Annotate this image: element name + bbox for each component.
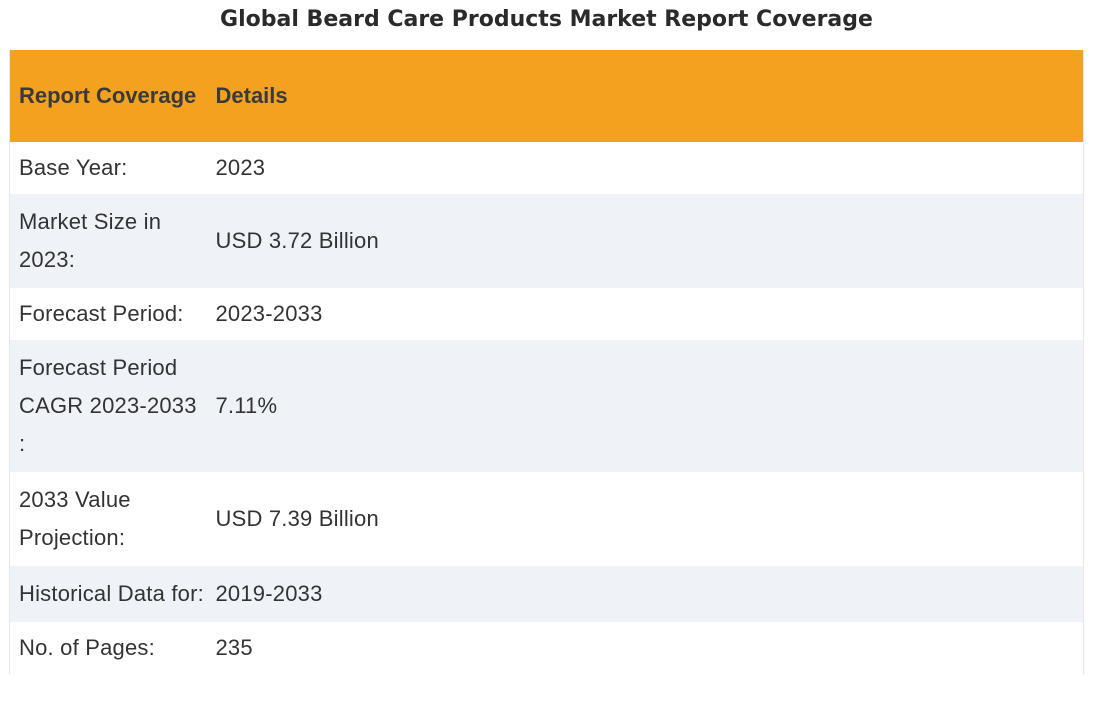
header-report-coverage: Report Coverage [19, 83, 197, 108]
table-row: Forecast Period CAGR 2023-2033 : 7.11% [9, 340, 1084, 472]
table-row: Market Size in 2023: USD 3.72 Billion [9, 194, 1084, 288]
table-row: Base Year: 2023 [9, 142, 1084, 194]
row-value: USD 3.72 Billion [215, 228, 379, 253]
table-row: 2033 Value Projection: USD 7.39 Billion [9, 472, 1084, 566]
row-value: 2023-2033 [215, 301, 323, 326]
row-label: Forecast Period: [19, 301, 184, 326]
row-value: 7.11% [215, 393, 278, 418]
row-value: 235 [215, 635, 253, 660]
row-label: 2033 Value Projection: [19, 487, 131, 550]
table-row: No. of Pages: 235 [9, 622, 1084, 674]
report-coverage-table: Report Coverage Details Base Year: 2023 … [9, 50, 1084, 674]
row-label: Historical Data for: [19, 581, 204, 606]
row-value: 2019-2033 [215, 581, 323, 606]
table-row: Forecast Period: 2023-2033 [9, 288, 1084, 340]
row-label: Market Size in 2023: [19, 209, 162, 272]
page-title: Global Beard Care Products Market Report… [220, 7, 873, 32]
header-details: Details [215, 83, 288, 108]
row-label: Forecast Period CAGR 2023-2033 : [19, 355, 197, 456]
row-label: Base Year: [19, 155, 128, 180]
table-header-row: Report Coverage Details [9, 50, 1084, 142]
row-value: 2023 [215, 155, 266, 180]
table-row: Historical Data for: 2019-2033 [9, 566, 1084, 622]
row-label: No. of Pages: [19, 635, 155, 660]
row-value: USD 7.39 Billion [215, 506, 379, 531]
